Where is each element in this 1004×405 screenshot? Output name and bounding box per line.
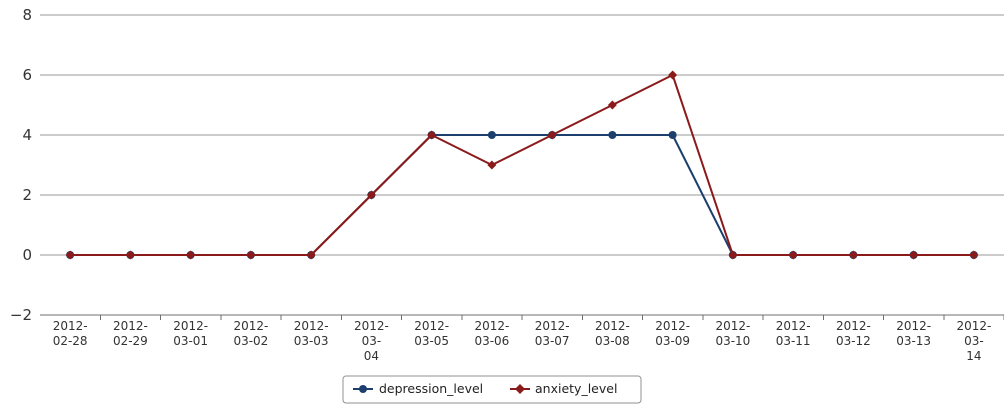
y-axis: −2 0 2 4 6 8 bbox=[10, 6, 32, 324]
data-point-anxiety_level[interactable] bbox=[186, 250, 196, 260]
y-tick-label: 0 bbox=[22, 246, 32, 264]
data-point-anxiety_level[interactable] bbox=[668, 70, 678, 80]
x-tick-label: 2012-03-09 bbox=[655, 319, 690, 348]
legend-label-depression[interactable]: depression_level bbox=[379, 381, 483, 396]
x-tick-label: 2012-03-10 bbox=[715, 319, 750, 348]
data-point-depression_level[interactable] bbox=[487, 131, 496, 139]
data-point-anxiety_level[interactable] bbox=[487, 160, 497, 170]
x-tick-label: 2012-03-02 bbox=[233, 319, 268, 348]
x-tick-label: 2012-03-03 bbox=[294, 319, 329, 348]
legend-marker-depression[interactable] bbox=[359, 385, 367, 393]
legend-label-anxiety[interactable]: anxiety_level bbox=[535, 381, 617, 396]
x-tick-label: 2012-03-06 bbox=[474, 319, 509, 348]
legend-marker-anxiety[interactable] bbox=[515, 384, 525, 394]
data-point-anxiety_level[interactable] bbox=[909, 250, 919, 260]
series-line-anxiety_level bbox=[70, 74, 974, 256]
data-point-anxiety_level[interactable] bbox=[547, 130, 557, 140]
x-tick-label: 2012-03-01 bbox=[173, 319, 208, 348]
y-tick-label: 6 bbox=[22, 66, 32, 84]
data-point-anxiety_level[interactable] bbox=[607, 100, 617, 110]
legend-box bbox=[342, 375, 642, 404]
x-tick-label: 2012-03-07 bbox=[535, 319, 570, 348]
data-point-anxiety_level[interactable] bbox=[246, 250, 256, 260]
y-tick-label: 2 bbox=[22, 186, 32, 204]
x-tick-label: 2012-03-12 bbox=[836, 319, 871, 348]
y-tick-label: −2 bbox=[10, 306, 32, 324]
series-layer bbox=[65, 70, 979, 260]
y-tick-label: 4 bbox=[22, 126, 32, 144]
x-tick-label: 2012-02-29 bbox=[113, 319, 148, 348]
data-point-anxiety_level[interactable] bbox=[427, 130, 437, 140]
data-point-anxiety_level[interactable] bbox=[788, 250, 798, 260]
legend: depression_level anxiety_level bbox=[342, 375, 642, 404]
data-point-anxiety_level[interactable] bbox=[125, 250, 135, 260]
x-tick-label: 2012-03-11 bbox=[776, 319, 811, 348]
data-point-anxiety_level[interactable] bbox=[306, 250, 316, 260]
data-point-anxiety_level[interactable] bbox=[728, 250, 738, 260]
x-tick-label: 2012-03-04 bbox=[354, 319, 389, 363]
y-tick-label: 8 bbox=[22, 6, 32, 24]
x-tick-label: 2012-03-05 bbox=[414, 319, 449, 348]
data-point-anxiety_level[interactable] bbox=[969, 250, 979, 260]
x-tick-label: 2012-03-14 bbox=[956, 319, 991, 363]
data-point-anxiety_level[interactable] bbox=[366, 190, 376, 200]
x-tick-label: 2012-03-13 bbox=[896, 319, 931, 348]
x-tick-label: 2012-03-08 bbox=[595, 319, 630, 348]
data-point-depression_level[interactable] bbox=[608, 131, 617, 139]
data-point-depression_level[interactable] bbox=[668, 131, 677, 139]
x-tick-label: 2012-02-28 bbox=[53, 319, 88, 348]
data-point-anxiety_level[interactable] bbox=[65, 250, 75, 260]
data-point-anxiety_level[interactable] bbox=[848, 250, 858, 260]
x-axis: 2012-02-28 2012-02-29 2012-03-01 2012-03-02… bbox=[40, 314, 1004, 363]
